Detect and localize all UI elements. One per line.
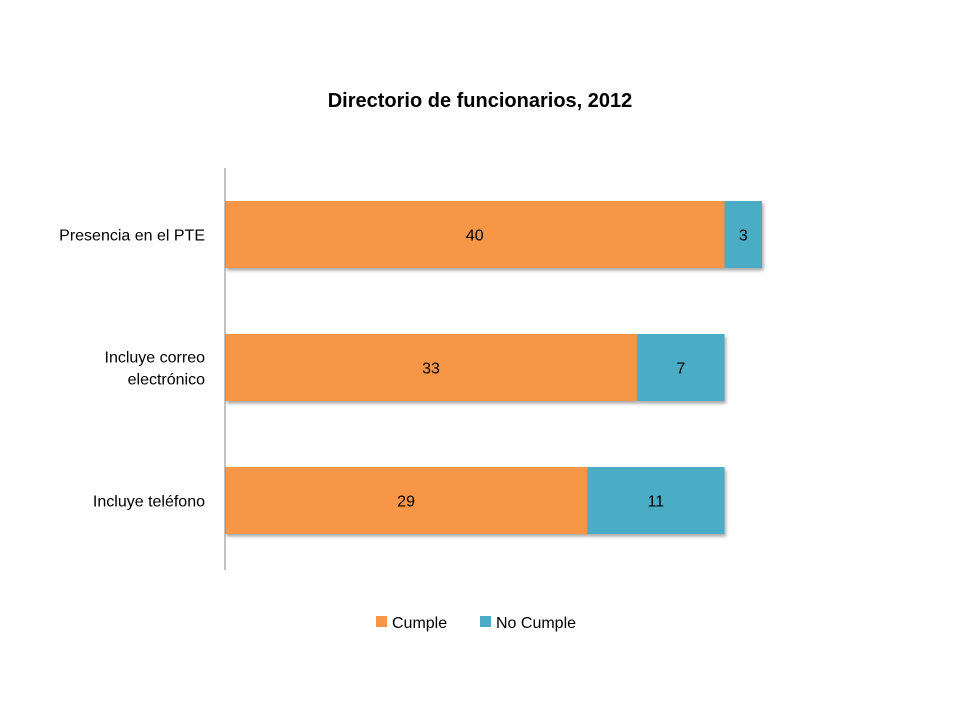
bar-cumple	[225, 201, 725, 268]
bar-no-cumple	[637, 334, 725, 401]
bars-group: 40 333 729 11	[225, 201, 762, 534]
category-label: Incluye teléfono	[93, 494, 205, 511]
data-label: 7	[676, 361, 685, 378]
data-label: 11	[648, 494, 665, 511]
bar-no-cumple	[587, 467, 725, 534]
legend-swatch	[480, 616, 491, 627]
legend-label: Cumple	[392, 615, 447, 632]
data-label: 3	[739, 228, 748, 245]
legend: Cumple No Cumple	[376, 615, 576, 632]
data-label: 40	[466, 228, 484, 245]
category-labels: Presencia en el PTE Incluye correo electró…	[59, 228, 205, 511]
category-label: electrónico	[128, 372, 205, 389]
data-label: 29	[397, 494, 415, 511]
legend-label: No Cumple	[496, 615, 576, 632]
legend-swatch	[376, 616, 387, 627]
data-label: 33	[422, 361, 440, 378]
bar-cumple	[225, 467, 588, 534]
bar-no-cumple	[724, 201, 762, 268]
category-label: Incluye correo	[105, 350, 206, 367]
bar-cumple	[225, 334, 638, 401]
chart-title: Directorio de funcionarios, 2012	[328, 90, 633, 112]
category-label: Presencia en el PTE	[59, 228, 205, 245]
